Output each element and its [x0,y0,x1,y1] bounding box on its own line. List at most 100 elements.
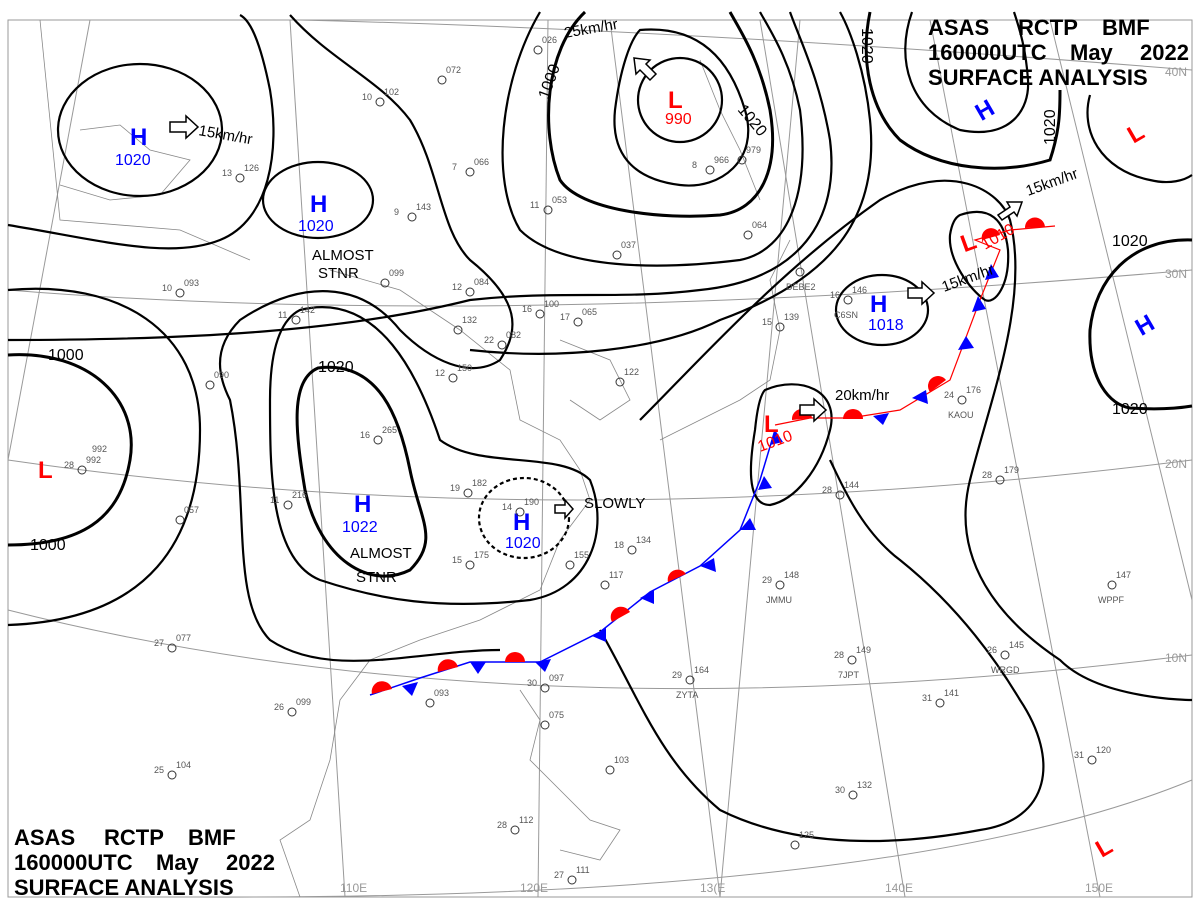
station-plot: 093 [425,688,449,708]
header-agency: ASAS [14,825,75,850]
isobar-label: 1020 [318,359,354,376]
station-circle-icon [533,45,543,55]
arrow-icon [633,57,658,82]
station-circle-icon [573,317,583,327]
station-plot: 9 143 [394,202,431,222]
header-bottom: ASAS RCTP BMF 160000UTC May 2022 SURFACE… [14,825,275,900]
station-circle-icon [847,655,857,665]
station-plot: 31 141 [922,688,959,708]
station-plot: 15 139 [762,312,799,332]
station-pressure: 077 [176,633,191,643]
lon-label: 110E [340,881,367,895]
station-circle-icon [540,720,550,730]
station-pressure: 120 [1096,745,1111,755]
isobar-label: 1020 [1112,401,1148,418]
station-pressure: 066 [474,157,489,167]
station-circle-icon [515,507,525,517]
station-plot: 8 966 [692,155,729,175]
lon-label: 13(E [700,881,725,895]
station-plot: 064 [743,220,767,240]
map-frame [7,19,1193,898]
station-pressure: 966 [714,155,729,165]
station-pressure: 084 [474,277,489,287]
station-plot: 11 142 [278,305,315,325]
high-center: H [354,491,371,518]
station-plot: 28 112 [497,815,533,835]
isobar-l1010-north [948,210,1010,302]
high-center: H [130,124,147,151]
cold-front-symbols [402,264,999,696]
station-circle-icon [291,315,301,325]
high-center: H [310,191,327,218]
station-circle-icon [373,435,383,445]
station-circle-icon [497,340,507,350]
lon-line-130e-b [719,19,801,898]
station-circle-icon [283,500,293,510]
station-temperature: 28 [982,470,992,480]
lon-line-100e [7,19,91,461]
station-temperature: 31 [1074,750,1084,760]
station-circle-icon [995,475,1005,485]
station-pressure: 139 [784,312,799,322]
station-temperature: 12 [452,282,462,292]
station-temperature: 13 [222,168,232,178]
lat-label: 40N [1165,65,1187,79]
header-code: BMF [188,825,236,850]
motion-label: STNR [356,569,397,586]
station-temperature: 11 [278,310,287,320]
high-pressure-value: 1022 [342,519,378,536]
isobar-dashed [477,476,571,560]
station-plot: 19 182 [450,478,487,498]
station-circle-icon [705,165,715,175]
isobar [7,14,275,250]
station-plot: 7 066 [452,157,489,177]
lat-label: 30N [1165,267,1187,281]
header-agency: ASAS [928,15,989,40]
low-center: L [668,87,683,114]
motion-label: ALMOST [312,247,374,264]
station-temperature: 29 [762,575,772,585]
station-pressure: 093 [184,278,199,288]
station-circle-icon [565,560,575,570]
station-circle-icon [175,515,185,525]
station-pressure: 126 [244,163,259,173]
station-plot: 12 084 [452,277,489,297]
isobar [7,11,833,342]
station-id: C6SN [834,310,858,320]
station-circle-icon [380,278,390,288]
station-temperature: 18 [614,540,624,550]
station-circle-icon [627,545,637,555]
station-pressure: 064 [752,220,767,230]
coastlines [39,19,791,898]
station-circle-icon [615,377,625,387]
station-pressure: 104 [176,760,191,770]
station-circle-icon [843,295,853,305]
station-temperature: 12 [435,368,445,378]
lon-line-110e [289,19,346,898]
lat-label: 10N [1165,651,1187,665]
station-pressure: 164 [694,665,709,675]
motion-label: SLOWLY [584,495,645,512]
header-time: 160000UTC [14,850,133,875]
station-circle-icon [540,683,550,693]
station-temperature: 11 [530,200,539,210]
station-circle-icon [775,322,785,332]
station-id: WPPF [1098,595,1125,605]
station-temperature: 31 [922,693,932,703]
station-temperature: 15 [452,555,462,565]
station-plot: 10 093 [162,278,199,298]
station-plot: 117 [600,570,623,590]
station-pressure: 103 [614,755,629,765]
isobars [7,10,1193,843]
station-circle-icon [567,875,577,885]
stationary-front [369,217,1056,696]
station-pressure: 057 [184,505,199,515]
lat-line-20n [7,459,1193,501]
motion-label: STNR [318,265,359,282]
isobar-1000-north [547,10,775,218]
station-temperature: 11 [270,495,279,505]
arrow-icon [554,498,575,520]
station-circle-icon [605,765,615,775]
